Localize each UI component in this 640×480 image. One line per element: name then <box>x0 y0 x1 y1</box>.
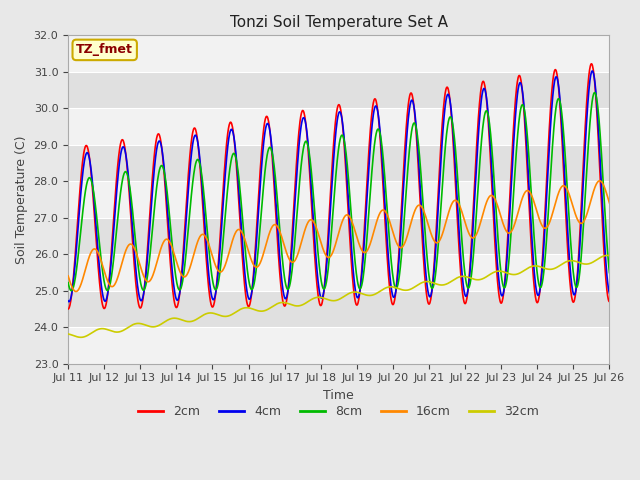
32cm <box>64 331 72 337</box>
Legend: 2cm, 4cm, 8cm, 16cm, 32cm: 2cm, 4cm, 8cm, 16cm, 32cm <box>133 400 544 423</box>
16cm <box>316 233 323 239</box>
16cm <box>72 288 80 294</box>
32cm <box>294 303 302 309</box>
8cm <box>316 262 323 267</box>
4cm <box>294 153 302 158</box>
8cm <box>305 151 313 157</box>
Bar <box>68 254 609 291</box>
Bar <box>68 145 609 181</box>
16cm <box>64 273 72 279</box>
4cm <box>605 290 613 296</box>
Line: 32cm: 32cm <box>68 255 609 337</box>
32cm <box>372 290 380 296</box>
4cm <box>65 299 73 304</box>
8cm <box>605 270 613 276</box>
8cm <box>294 196 302 202</box>
2cm <box>64 306 72 312</box>
Bar <box>68 218 609 254</box>
Bar <box>68 36 609 72</box>
2cm <box>588 61 595 67</box>
8cm <box>107 280 115 286</box>
2cm <box>128 231 136 237</box>
16cm <box>107 283 115 288</box>
2cm <box>372 98 380 104</box>
2cm <box>106 266 114 272</box>
Bar <box>68 108 609 145</box>
4cm <box>305 156 313 162</box>
Title: Tonzi Soil Temperature Set A: Tonzi Soil Temperature Set A <box>230 15 448 30</box>
8cm <box>372 129 380 135</box>
Text: TZ_fmet: TZ_fmet <box>76 43 133 56</box>
16cm <box>129 242 136 248</box>
Line: 8cm: 8cm <box>68 93 609 291</box>
32cm <box>129 322 136 328</box>
32cm <box>77 335 84 340</box>
16cm <box>372 219 380 225</box>
16cm <box>596 178 604 184</box>
32cm <box>305 298 313 304</box>
4cm <box>64 298 72 304</box>
8cm <box>64 280 72 286</box>
Bar <box>68 72 609 108</box>
16cm <box>294 250 302 256</box>
Y-axis label: Soil Temperature (C): Soil Temperature (C) <box>15 135 28 264</box>
2cm <box>305 160 313 166</box>
2cm <box>605 299 613 305</box>
2cm <box>315 297 323 302</box>
4cm <box>129 224 136 229</box>
Bar <box>68 181 609 218</box>
Line: 16cm: 16cm <box>68 181 609 291</box>
32cm <box>605 252 613 258</box>
8cm <box>591 90 598 96</box>
32cm <box>604 252 611 258</box>
4cm <box>316 287 323 293</box>
Bar <box>68 327 609 364</box>
8cm <box>129 207 136 213</box>
32cm <box>107 328 115 334</box>
X-axis label: Time: Time <box>323 389 354 402</box>
4cm <box>372 104 380 109</box>
4cm <box>107 268 115 274</box>
Line: 4cm: 4cm <box>68 71 609 301</box>
4cm <box>589 68 596 74</box>
Line: 2cm: 2cm <box>68 64 609 309</box>
2cm <box>294 142 301 147</box>
16cm <box>605 200 613 206</box>
32cm <box>316 294 323 300</box>
Bar <box>68 291 609 327</box>
8cm <box>68 288 76 294</box>
16cm <box>305 217 313 223</box>
